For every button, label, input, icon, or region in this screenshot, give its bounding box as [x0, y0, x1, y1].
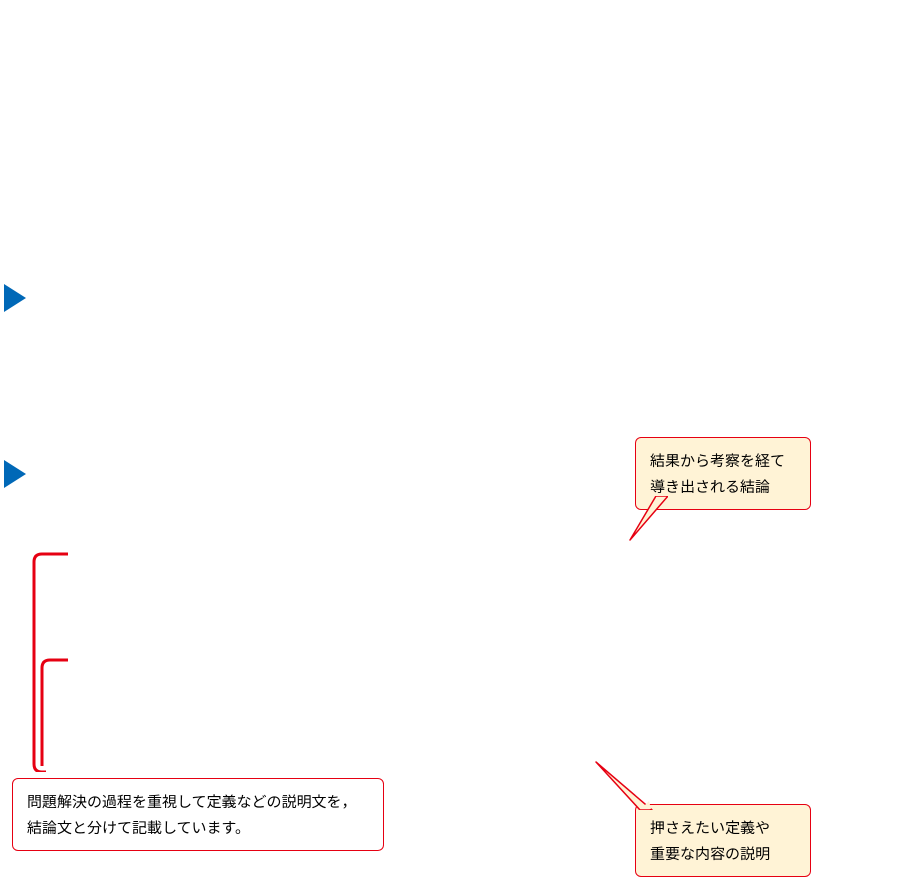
- callout-pointer-icon: [594, 760, 654, 810]
- bullet-arrow-icon: [4, 460, 26, 488]
- grouping-bracket: [28, 552, 68, 772]
- callout-explanation: 問題解決の過程を重視して定義などの説明文を，結論文と分けて記載しています。: [12, 778, 384, 851]
- callout-text: 押さえたい定義や重要な内容の説明: [650, 817, 770, 864]
- bullet-arrow-icon: [4, 284, 26, 312]
- callout-pointer-icon: [628, 496, 668, 542]
- callout-text: 問題解決の過程を重視して定義などの説明文を，結論文と分けて記載しています。: [27, 791, 357, 838]
- callout-text: 結果から考察を経て導き出される結論: [650, 450, 785, 497]
- callout-definition: 押さえたい定義や重要な内容の説明: [635, 804, 811, 877]
